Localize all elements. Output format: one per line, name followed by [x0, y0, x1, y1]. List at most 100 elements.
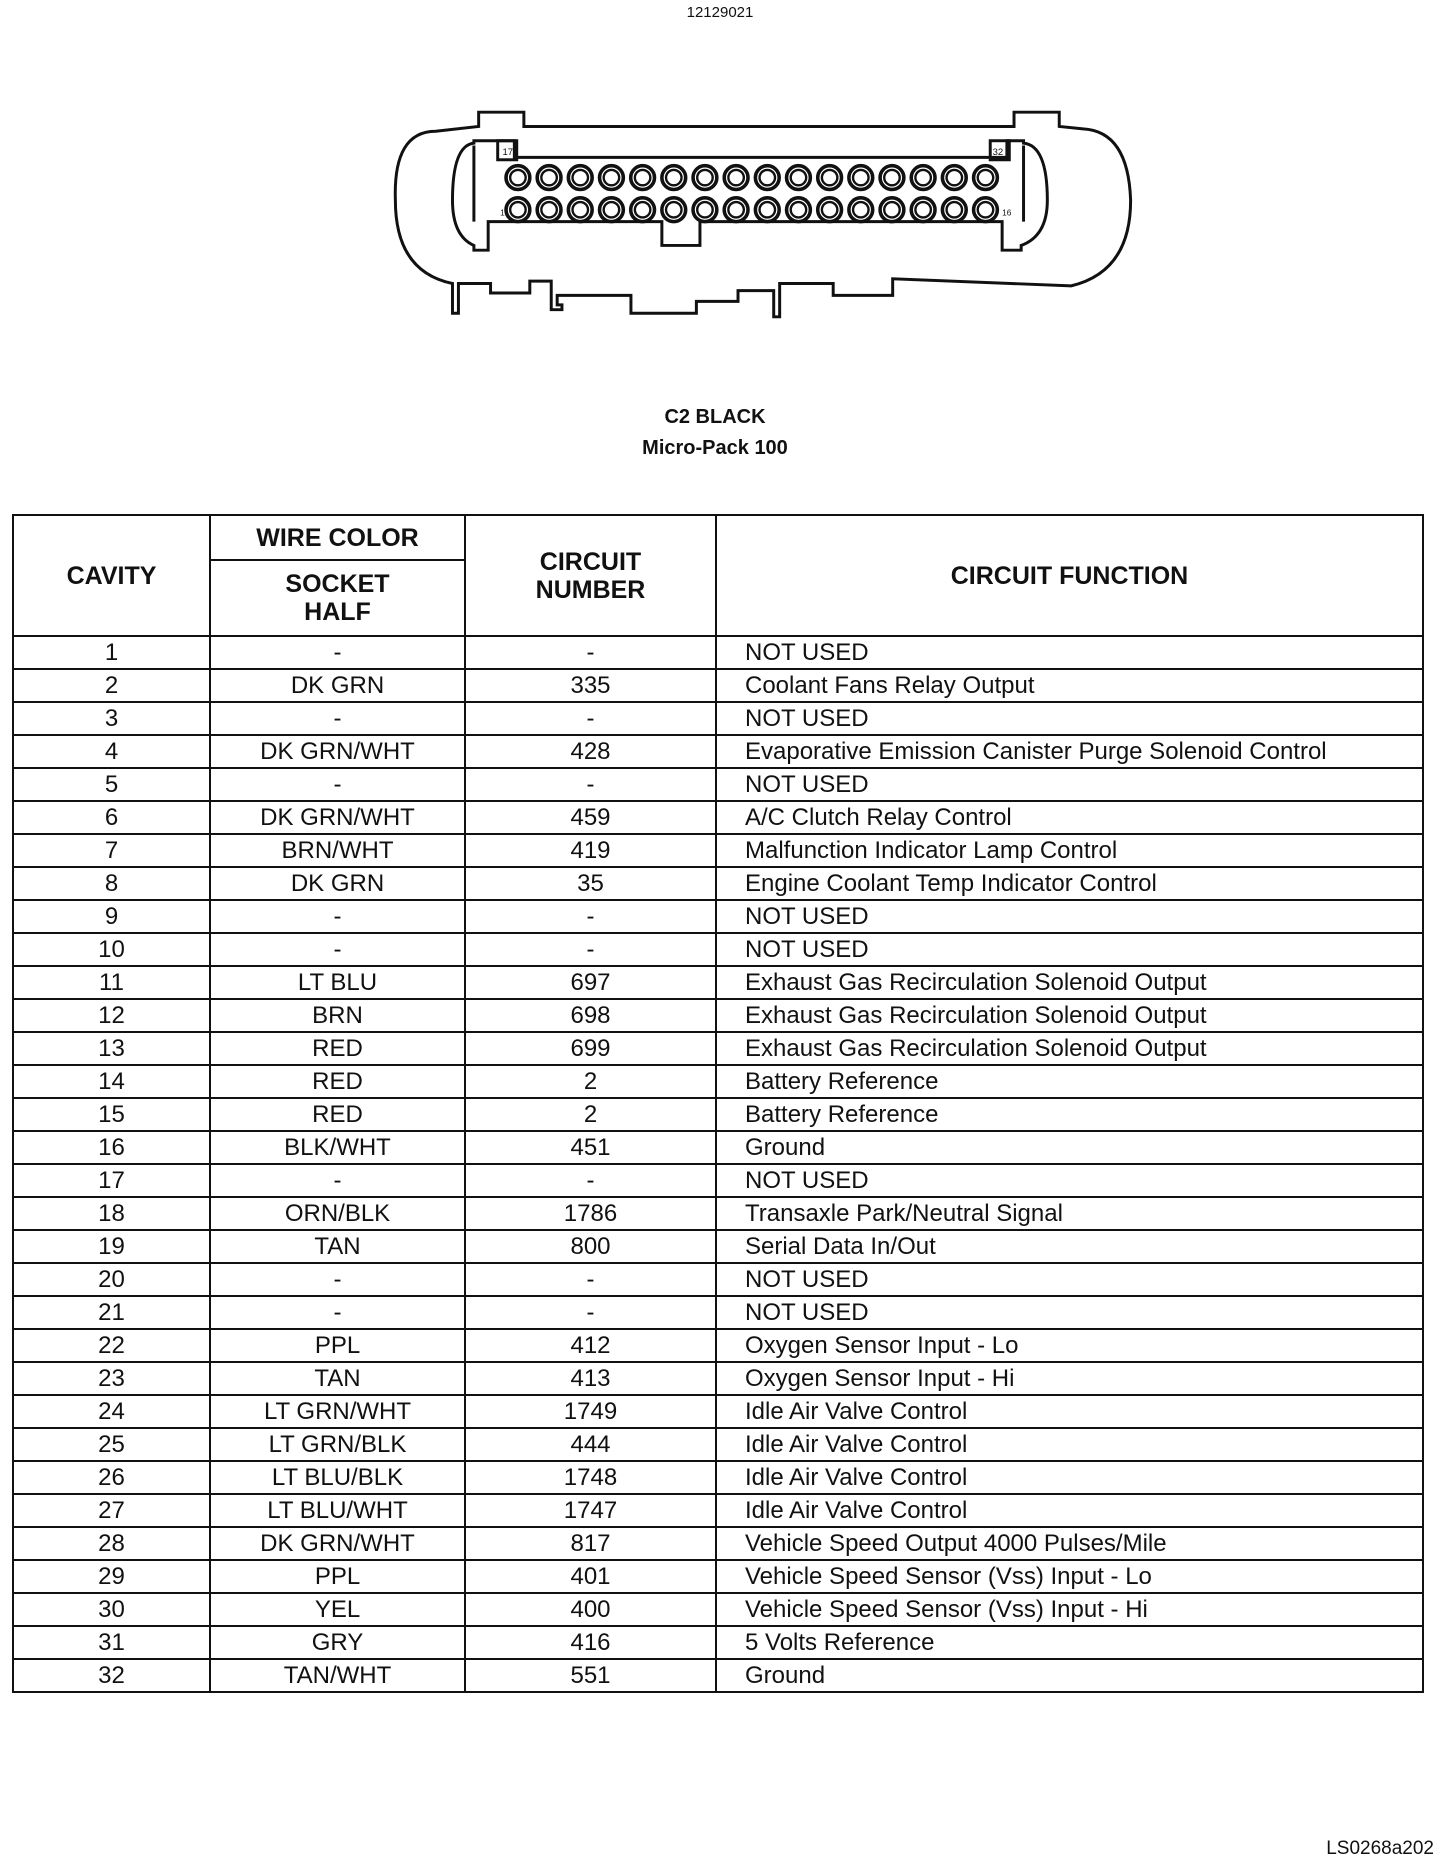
- circuit-number-cell: -: [464, 767, 717, 802]
- table-row: 23 TAN 413 Oxygen Sensor Input - Hi: [12, 1361, 1424, 1396]
- circuit-number-cell: 335: [464, 668, 717, 703]
- pin-cavity: [628, 163, 657, 192]
- wire-color-cell: -: [209, 1295, 466, 1330]
- table-row: 11 LT BLU 697 Exhaust Gas Recirculation Sol…: [12, 965, 1424, 1000]
- table-row: 1- - NOT USED: [12, 635, 1424, 670]
- cavity-cell: 8: [12, 866, 211, 901]
- pin-cavity: [660, 163, 688, 192]
- table-row: 20- - NOT USED: [12, 1262, 1424, 1297]
- wire-color-cell: BRN/WHT: [209, 833, 466, 868]
- table-row: 9- - NOT USED: [12, 899, 1424, 934]
- pin-cavity-inner: [976, 168, 995, 187]
- header-circuit-number: CIRCUIT NUMBER: [464, 514, 717, 637]
- part-number: 12129021: [686, 4, 754, 21]
- cavity-cell: 32: [12, 1658, 211, 1693]
- circuit-function-cell: Coolant Fans Relay Output: [715, 668, 1424, 703]
- circuit-number-cell: 419: [464, 833, 717, 868]
- cavity-cell: 20: [12, 1262, 211, 1297]
- table-row: 25 LT GRN/BLK 444 Idle Air Valve Control: [12, 1427, 1424, 1462]
- table-row: 24 LT GRN/WHT 1749 Idle Air Valve Control: [12, 1394, 1424, 1429]
- pin-cavity-inner: [851, 168, 870, 187]
- cavity-cell: 9: [12, 899, 211, 934]
- pin-cavity-inner: [696, 200, 714, 219]
- cavity-cell: 30: [12, 1592, 211, 1627]
- pin-32-label: 32: [993, 147, 1004, 158]
- connector-outer-shell: [393, 110, 1133, 319]
- pin-cavity-inner: [508, 168, 527, 187]
- header-cavity: CAVITY: [12, 514, 211, 637]
- pin-cavity: [660, 196, 688, 224]
- wire-color-cell: LT GRN/BLK: [209, 1427, 466, 1462]
- pin-cavity: [815, 196, 844, 224]
- connector-diagram: 17 32 1 16: [393, 110, 1133, 319]
- wire-color-cell: -: [209, 1163, 466, 1198]
- wire-color-cell: -: [209, 1262, 466, 1297]
- wire-color-cell: -: [209, 635, 466, 670]
- circuit-function-cell: Exhaust Gas Recirculation Solenoid Outpu…: [715, 998, 1424, 1033]
- circuit-number-cell: 2: [464, 1064, 717, 1099]
- table-row: 14 RED 2 Battery Reference: [12, 1064, 1424, 1099]
- table-row: 6 DK GRN/WHT 459 A/C Clutch Relay Control: [12, 800, 1424, 835]
- pin-cavity: [597, 163, 626, 192]
- wire-color-cell: TAN/WHT: [209, 1658, 466, 1693]
- pin-cavity: [784, 196, 813, 224]
- pin-cavity-inner: [664, 168, 683, 187]
- wire-color-cell: LT BLU/BLK: [209, 1460, 466, 1495]
- wire-color-cell: BRN: [209, 998, 466, 1033]
- circuit-function-cell: Engine Coolant Temp Indicator Control: [715, 866, 1424, 901]
- pin-17-label: 17: [502, 147, 513, 158]
- cavity-cell: 18: [12, 1196, 211, 1231]
- table-row: 26 LT BLU/BLK 1748 Idle Air Valve Control: [12, 1460, 1424, 1495]
- pin-cavity: [909, 196, 937, 224]
- circuit-number-cell: 817: [464, 1526, 717, 1561]
- pin-cavity: [504, 196, 532, 224]
- header-circuit-function: CIRCUIT FUNCTION: [715, 514, 1424, 637]
- circuit-number-cell: 451: [464, 1130, 717, 1165]
- pin-cavity-inner: [789, 168, 808, 187]
- circuit-function-cell: Malfunction Indicator Lamp Control: [715, 833, 1424, 868]
- wire-color-cell: BLK/WHT: [209, 1130, 466, 1165]
- circuit-function-cell: 5 Volts Reference: [715, 1625, 1424, 1660]
- pin-cavity: [847, 163, 875, 192]
- circuit-number-cell: 1747: [464, 1493, 717, 1528]
- table-row: 22 PPL 412 Oxygen Sensor Input - Lo: [12, 1328, 1424, 1363]
- cavity-cell: 21: [12, 1295, 211, 1330]
- table-row: 29 PPL 401 Vehicle Speed Sensor (Vss) Input…: [12, 1559, 1424, 1594]
- circuit-function-cell: NOT USED: [715, 767, 1424, 802]
- table-row: 27 LT BLU/WHT 1747 Idle Air Valve Control: [12, 1493, 1424, 1528]
- pin-cavity-inner: [820, 168, 839, 187]
- pin-cavity-inner: [789, 200, 808, 219]
- circuit-number-cell: -: [464, 899, 717, 934]
- cavity-cell: 3: [12, 701, 211, 736]
- circuit-function-cell: NOT USED: [715, 1163, 1424, 1198]
- circuit-number-cell: 401: [464, 1559, 717, 1594]
- table-row: 19 TAN 800 Serial Data In/Out: [12, 1229, 1424, 1264]
- pin-cavity-inner: [664, 200, 683, 219]
- circuit-number-cell: 551: [464, 1658, 717, 1693]
- pin-cavity-inner: [758, 168, 777, 187]
- cavity-cell: 14: [12, 1064, 211, 1099]
- wire-color-cell: GRY: [209, 1625, 466, 1660]
- pin-cavity-inner: [602, 168, 621, 187]
- table-row: 13 RED 699 Exhaust Gas Recirculation Soleno…: [12, 1031, 1424, 1066]
- pin-cavity: [753, 163, 781, 192]
- pin-cavity-inner: [633, 168, 652, 187]
- cavity-cell: 17: [12, 1163, 211, 1198]
- wire-color-cell: ORN/BLK: [209, 1196, 466, 1231]
- table-row: 8 DK GRN 35 Engine Coolant Temp Indicator C…: [12, 866, 1424, 901]
- pin-cavity: [940, 196, 968, 224]
- wire-color-cell: LT GRN/WHT: [209, 1394, 466, 1429]
- circuit-number-cell: 1749: [464, 1394, 717, 1429]
- circuit-number-cell: -: [464, 1163, 717, 1198]
- connector-inner-housing: [450, 139, 1049, 252]
- circuit-function-cell: NOT USED: [715, 701, 1424, 736]
- cavity-cell: 10: [12, 932, 211, 967]
- circuit-number-cell: 35: [464, 866, 717, 901]
- circuit-number-cell: 444: [464, 1427, 717, 1462]
- pin-cavity-inner: [976, 200, 995, 219]
- pin-cavity: [722, 196, 750, 224]
- cavity-cell: 5: [12, 767, 211, 802]
- circuit-function-cell: Vehicle Speed Output 4000 Pulses/Mile: [715, 1526, 1424, 1561]
- table-row: 28 DK GRN/WHT 817 Vehicle Speed Output 4000…: [12, 1526, 1424, 1561]
- header-socket-half-text: SOCKET HALF: [285, 570, 390, 626]
